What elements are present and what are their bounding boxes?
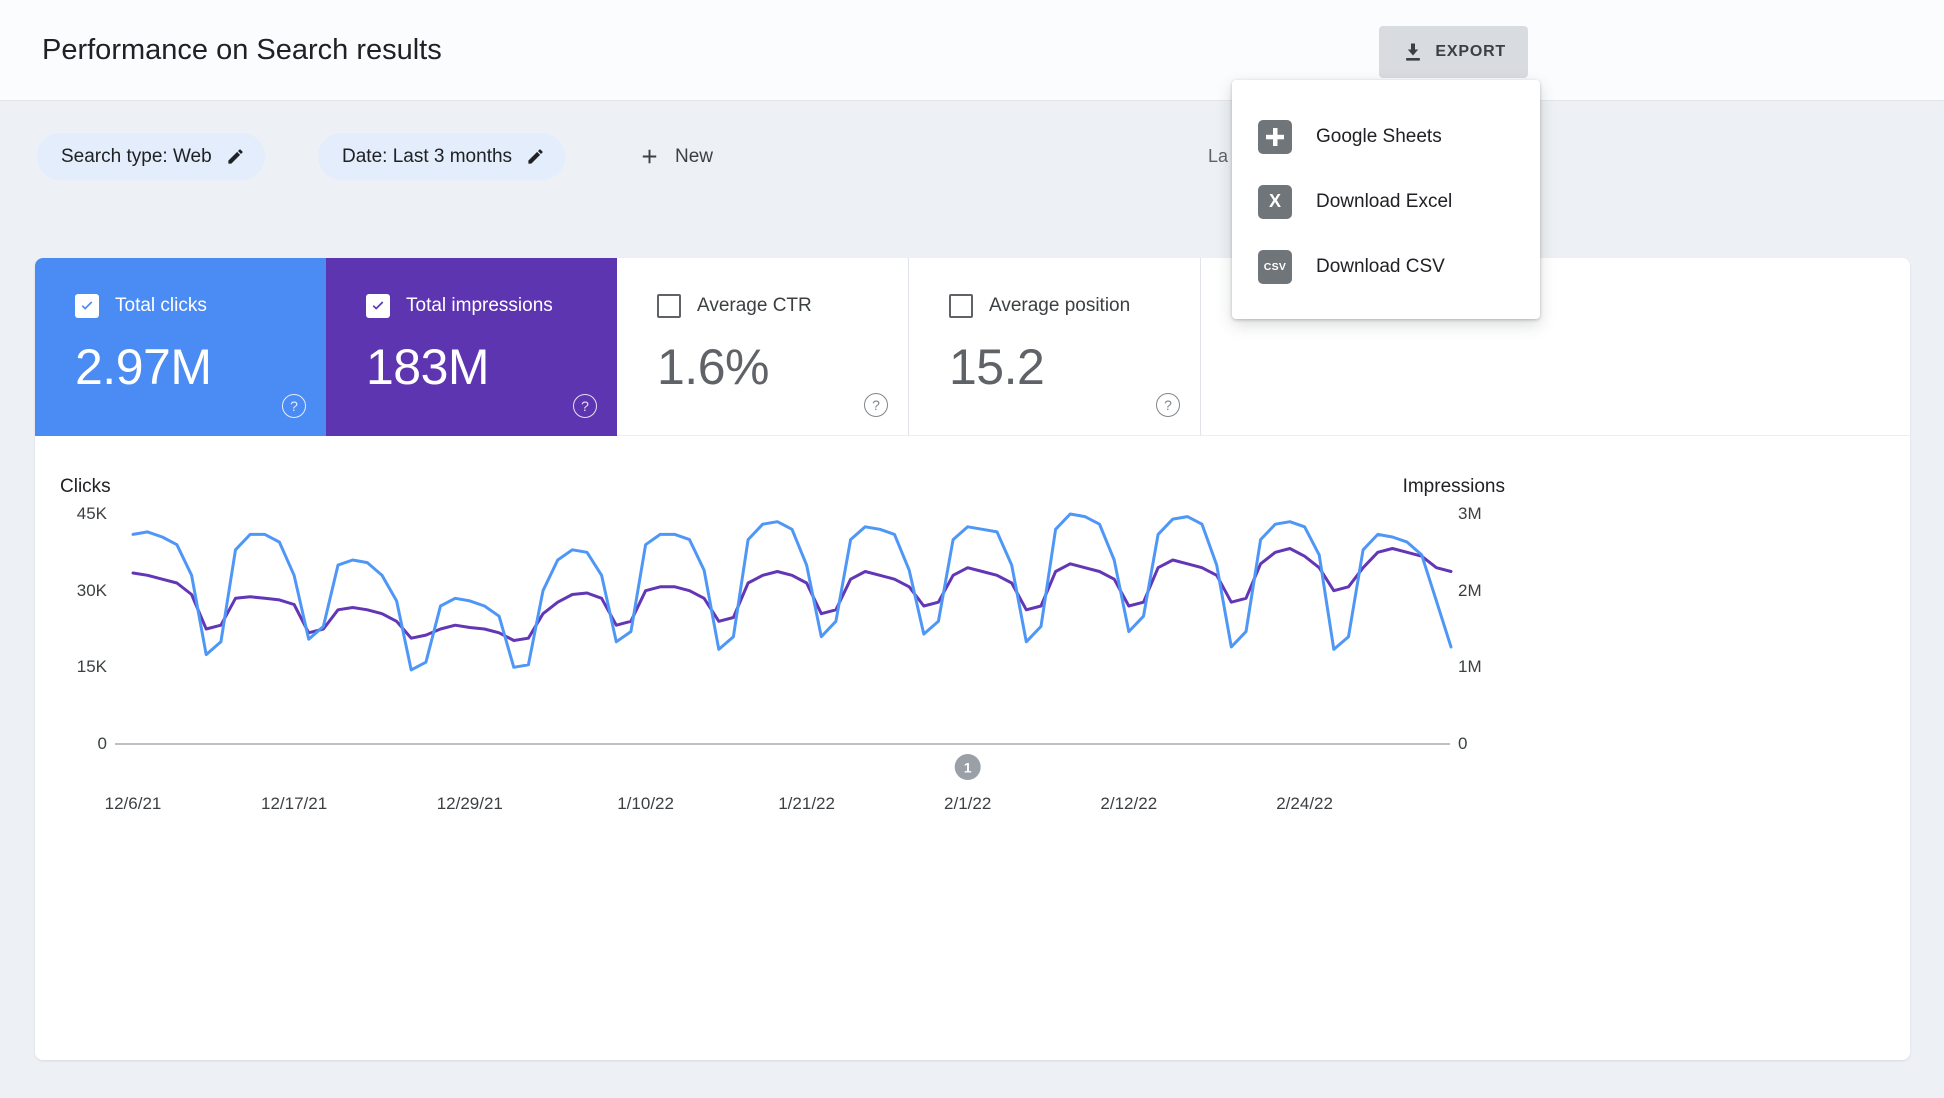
filter-chip-label: Date: Last 3 months bbox=[342, 145, 513, 167]
y-axis-tick-right: 2M bbox=[1458, 580, 1482, 600]
metric-label: Average CTR bbox=[697, 295, 812, 316]
y-axis-tick-left: 30K bbox=[76, 580, 107, 600]
metric-value: 15.2 bbox=[949, 339, 1045, 395]
menu-item-label: Download CSV bbox=[1316, 255, 1445, 277]
filter-chip-label: Search type: Web bbox=[61, 145, 212, 167]
menu-item-label: Download Excel bbox=[1316, 190, 1453, 212]
chart-plot[interactable]: 1 bbox=[35, 436, 1485, 836]
metric-card-average-position[interactable]: Average position 15.2 ? bbox=[909, 258, 1201, 436]
menu-item-google-sheets[interactable]: Google Sheets bbox=[1232, 104, 1540, 169]
metric-value: 183M bbox=[366, 339, 490, 395]
checkbox-unchecked-icon[interactable] bbox=[949, 294, 973, 318]
y-axis-tick-left: 45K bbox=[76, 504, 107, 523]
google-sheets-icon bbox=[1258, 119, 1292, 154]
x-axis-tick: 2/24/22 bbox=[1276, 794, 1333, 813]
y-axis-tick-right: 3M bbox=[1458, 504, 1482, 523]
export-button[interactable]: EXPORT bbox=[1379, 26, 1528, 78]
metrics-row: Total clicks 2.97M ? Total impressions 1… bbox=[35, 258, 1910, 436]
help-icon[interactable]: ? bbox=[1156, 393, 1180, 417]
filter-chip-date[interactable]: Date: Last 3 months bbox=[318, 133, 566, 180]
edit-pencil-icon bbox=[528, 149, 543, 164]
y-axis-tick-left: 15K bbox=[76, 657, 107, 677]
metric-card-average-ctr[interactable]: Average CTR 1.6% ? bbox=[617, 258, 909, 436]
checkbox-checked-icon[interactable] bbox=[75, 294, 99, 318]
new-filter-button[interactable]: New bbox=[632, 133, 719, 180]
menu-item-download-csv[interactable]: CSV Download CSV bbox=[1232, 234, 1540, 299]
x-axis-tick: 2/1/22 bbox=[944, 794, 992, 813]
plus-icon bbox=[642, 149, 657, 164]
y-axis-tick-right: 1M bbox=[1458, 657, 1482, 677]
impressions-line bbox=[131, 547, 1453, 642]
page-title: Performance on Search results bbox=[42, 34, 442, 66]
download-icon bbox=[1406, 43, 1421, 61]
metric-card-total-clicks[interactable]: Total clicks 2.97M ? bbox=[35, 258, 326, 436]
left-axis-title: Clicks bbox=[60, 476, 111, 497]
export-button-label: EXPORT bbox=[1435, 43, 1506, 60]
x-axis-tick: 1/10/22 bbox=[617, 794, 674, 813]
last-updated-truncated-text: La bbox=[1208, 146, 1229, 166]
menu-item-download-excel[interactable]: X Download Excel bbox=[1232, 169, 1540, 234]
metric-label: Total clicks bbox=[115, 295, 207, 316]
edit-pencil-icon bbox=[228, 149, 243, 164]
new-filter-label: New bbox=[675, 145, 714, 167]
menu-item-label: Google Sheets bbox=[1316, 125, 1442, 147]
performance-chart[interactable]: Clicks Impressions 1 45K 30K 15K 0 3M 2M 1M 0 12… bbox=[35, 436, 1910, 1060]
metric-value: 1.6% bbox=[657, 339, 769, 395]
metric-value: 2.97M bbox=[75, 339, 212, 395]
metric-card-total-impressions[interactable]: Total impressions 183M ? bbox=[326, 258, 617, 436]
right-axis-title: Impressions bbox=[1402, 476, 1505, 497]
checkbox-unchecked-icon[interactable] bbox=[657, 294, 681, 318]
x-axis-tick: 1/21/22 bbox=[778, 794, 835, 813]
metric-label: Average position bbox=[989, 295, 1131, 316]
help-icon[interactable]: ? bbox=[864, 393, 888, 417]
csv-icon: CSV bbox=[1258, 249, 1292, 284]
content-card: Total clicks 2.97M ? Total impressions 1… bbox=[35, 258, 1910, 1060]
metric-label: Total impressions bbox=[406, 295, 553, 316]
excel-icon: X bbox=[1258, 184, 1292, 219]
chart-section: Clicks Impressions 1 45K 30K 15K 0 3M 2M 1M 0 12… bbox=[35, 436, 1910, 1060]
annotation-marker[interactable]: 1 bbox=[954, 754, 981, 780]
y-axis-tick-right: 0 bbox=[1458, 734, 1468, 753]
checkbox-checked-icon[interactable] bbox=[366, 294, 390, 318]
filter-chip-search-type[interactable]: Search type: Web bbox=[37, 133, 265, 180]
help-icon[interactable]: ? bbox=[282, 394, 306, 418]
help-icon[interactable]: ? bbox=[573, 394, 597, 418]
x-axis-tick: 12/17/21 bbox=[261, 794, 328, 813]
x-axis-tick: 2/12/22 bbox=[1100, 794, 1158, 813]
y-axis-tick-left: 0 bbox=[97, 734, 107, 753]
export-menu: Google Sheets X Download Excel CSV Downl… bbox=[1232, 80, 1540, 319]
x-axis-tick: 12/29/21 bbox=[436, 794, 503, 813]
clicks-line bbox=[131, 512, 1453, 672]
page-header: Performance on Search results EXPORT bbox=[0, 0, 1944, 101]
x-axis-tick: 12/6/21 bbox=[104, 794, 162, 813]
svg-text:1: 1 bbox=[964, 760, 972, 776]
